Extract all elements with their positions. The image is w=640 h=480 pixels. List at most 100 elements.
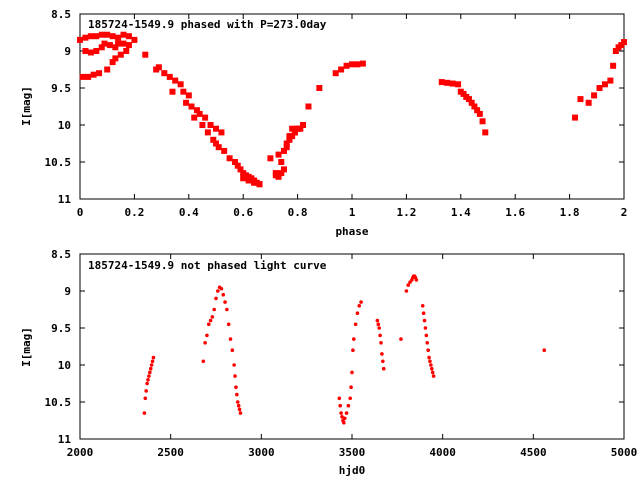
data-point	[476, 110, 483, 117]
data-point	[379, 341, 383, 345]
data-point	[142, 51, 149, 58]
data-point	[342, 416, 347, 421]
data-point	[455, 81, 462, 88]
data-point	[221, 147, 228, 154]
data-point	[316, 85, 323, 91]
data-point	[438, 79, 445, 86]
data-point	[131, 36, 138, 43]
data-point	[406, 283, 411, 287]
x-axis-label: phase	[335, 225, 368, 238]
data-point	[169, 88, 176, 95]
data-points	[77, 31, 627, 188]
data-point	[426, 348, 430, 353]
data-point	[275, 151, 282, 158]
data-point	[338, 403, 343, 408]
y-tick-label: 10	[58, 359, 71, 372]
data-point	[357, 304, 362, 308]
data-point	[236, 403, 241, 408]
data-point	[214, 296, 218, 301]
x-tick-label: 1.2	[396, 206, 416, 219]
data-point	[342, 420, 346, 425]
y-axis-label: I[mag]	[20, 327, 33, 367]
data-point	[235, 400, 240, 404]
data-point	[166, 73, 173, 80]
data-point	[117, 51, 124, 58]
data-point	[87, 33, 94, 40]
x-tick-label: 0.2	[124, 206, 144, 219]
data-point	[420, 304, 425, 308]
data-point	[479, 118, 486, 125]
data-point	[204, 129, 211, 136]
data-point	[183, 99, 190, 106]
data-point	[144, 389, 148, 393]
data-point	[482, 129, 489, 136]
data-point	[381, 366, 386, 371]
data-point	[147, 374, 151, 378]
data-point	[223, 300, 227, 304]
data-point	[542, 348, 547, 353]
data-point	[104, 31, 111, 38]
data-point	[90, 71, 97, 78]
data-point	[267, 155, 274, 162]
data-point	[219, 286, 224, 291]
y-axis-ticks: 8.5 9 9.5 10 10.5 11	[45, 8, 624, 206]
x-tick-label: 1	[349, 206, 356, 219]
data-point	[349, 61, 355, 68]
y-tick-label: 10	[58, 119, 71, 132]
data-point	[216, 289, 220, 293]
data-point	[380, 352, 384, 356]
data-point	[429, 363, 433, 367]
data-point	[251, 179, 258, 186]
y-tick-label: 8.5	[51, 8, 71, 21]
chart-title: 185724-1549.9 phased with P=273.0day	[88, 18, 327, 31]
data-point	[196, 110, 203, 117]
data-point	[148, 370, 152, 375]
data-point	[300, 122, 307, 128]
data-point	[77, 36, 83, 43]
x-tick-label: 0.4	[179, 206, 199, 219]
data-point	[289, 125, 296, 132]
data-point	[109, 59, 116, 66]
data-point	[112, 44, 119, 51]
data-point	[286, 136, 293, 143]
data-point	[352, 337, 356, 341]
x-tick-label: 4500	[520, 446, 547, 459]
data-point	[414, 278, 419, 282]
data-point	[203, 341, 207, 345]
data-point	[155, 64, 162, 71]
data-point	[237, 407, 242, 412]
data-point	[85, 73, 92, 80]
data-point	[177, 81, 184, 88]
data-point	[278, 170, 285, 177]
data-point	[348, 396, 352, 401]
data-point	[349, 385, 353, 390]
data-point	[98, 31, 105, 38]
data-point	[332, 70, 339, 77]
data-point	[355, 311, 360, 316]
data-point	[226, 155, 233, 162]
data-point	[225, 307, 229, 312]
data-point	[585, 99, 592, 106]
data-point	[207, 122, 214, 128]
data-point	[145, 381, 149, 386]
data-point	[427, 355, 431, 360]
data-point	[104, 66, 111, 73]
data-point	[340, 415, 344, 419]
data-point	[281, 147, 287, 154]
data-point	[87, 49, 94, 56]
data-point	[444, 79, 451, 86]
data-point	[465, 96, 472, 103]
data-point	[376, 322, 381, 327]
data-point	[232, 159, 239, 165]
data-point	[351, 348, 355, 353]
x-tick-label: 0.8	[288, 206, 308, 219]
data-point	[238, 411, 243, 415]
data-point	[226, 322, 231, 327]
data-point	[215, 144, 222, 151]
data-point	[210, 136, 217, 143]
data-point	[188, 103, 195, 110]
x-axis-ticks: 2000 2500 3000 3500 4000 4500 5000	[67, 254, 637, 459]
data-point	[404, 289, 409, 293]
data-point	[572, 114, 579, 121]
